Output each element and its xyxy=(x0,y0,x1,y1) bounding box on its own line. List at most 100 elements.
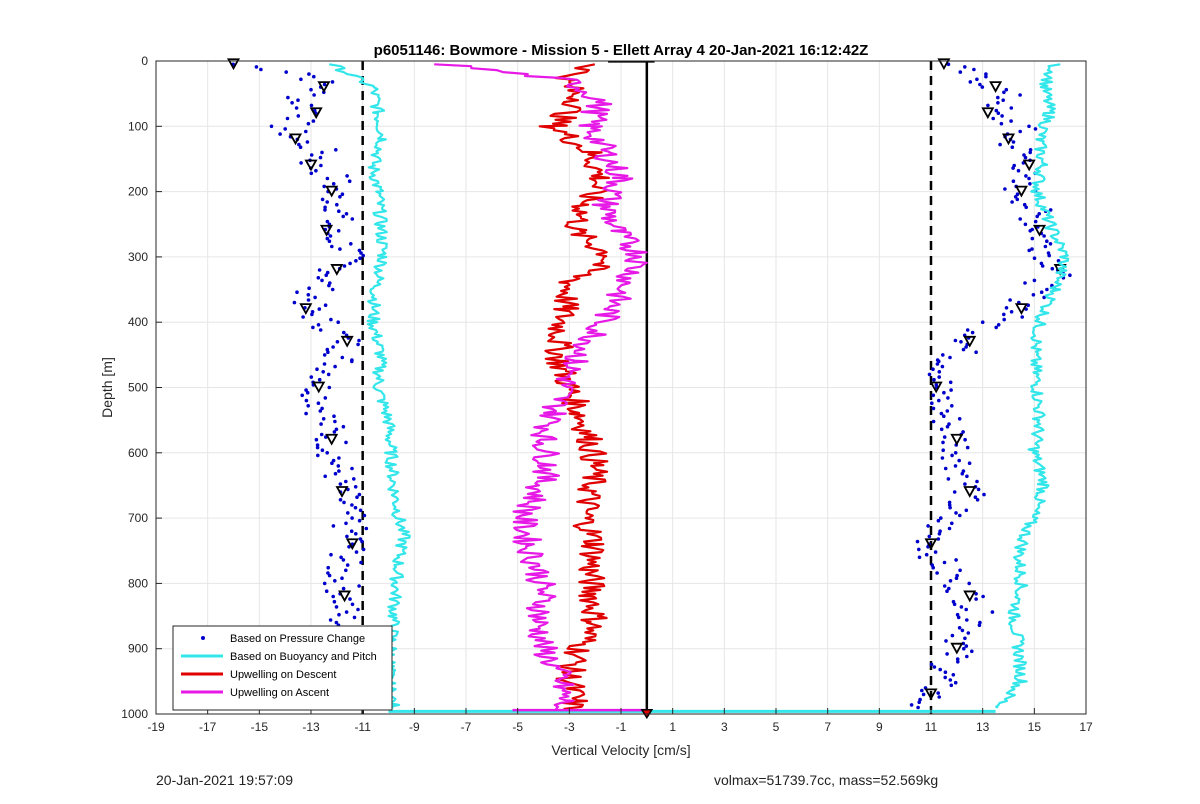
triangle-marker xyxy=(345,538,359,551)
data-point xyxy=(935,362,940,366)
data-point xyxy=(937,398,941,403)
data-point xyxy=(1002,312,1006,317)
data-point xyxy=(1031,293,1036,297)
data-point xyxy=(350,466,354,471)
data-point xyxy=(290,101,294,105)
legend-label: Upwelling on Descent xyxy=(230,669,336,681)
data-point xyxy=(327,239,332,243)
data-point xyxy=(313,295,317,300)
data-point xyxy=(364,526,369,531)
data-point xyxy=(924,552,929,557)
data-point xyxy=(959,340,963,344)
data-point xyxy=(963,482,967,486)
data-point xyxy=(950,404,954,408)
data-point xyxy=(943,670,948,674)
data-point xyxy=(319,422,323,426)
data-point xyxy=(939,411,944,416)
data-point xyxy=(996,101,1000,105)
data-point xyxy=(330,461,334,466)
data-point xyxy=(1023,281,1027,285)
data-point xyxy=(333,364,337,369)
data-point xyxy=(341,558,346,562)
data-point xyxy=(956,660,960,664)
data-point xyxy=(323,208,327,212)
data-point xyxy=(975,498,980,502)
data-point xyxy=(322,353,327,357)
x-tick-label: 17 xyxy=(1079,720,1093,734)
data-point xyxy=(980,320,985,325)
data-point xyxy=(345,563,350,567)
y-tick-label: 300 xyxy=(128,250,148,264)
data-point xyxy=(299,77,303,82)
triangle-marker xyxy=(309,107,323,120)
triangle-marker xyxy=(924,538,938,551)
data-point xyxy=(964,607,968,612)
data-point xyxy=(964,644,969,648)
data-point xyxy=(999,121,1004,126)
data-point xyxy=(332,414,336,419)
data-point xyxy=(316,453,320,458)
data-point xyxy=(972,67,976,72)
data-point xyxy=(970,330,975,335)
x-tick-label: -9 xyxy=(409,720,420,734)
data-point xyxy=(1023,155,1028,160)
data-point xyxy=(362,513,367,518)
data-point xyxy=(340,576,344,580)
data-point xyxy=(942,584,947,588)
series-upwelling-on-ascent xyxy=(434,63,648,712)
data-point xyxy=(965,618,969,622)
data-point xyxy=(338,498,343,502)
data-point xyxy=(321,370,326,374)
data-point xyxy=(301,315,305,319)
data-point xyxy=(323,396,328,400)
data-point xyxy=(945,589,949,593)
data-point xyxy=(937,695,941,699)
data-point xyxy=(994,325,998,330)
data-point xyxy=(322,82,327,87)
x-tick-label: -11 xyxy=(354,720,371,734)
x-tick-label: 1 xyxy=(669,720,676,734)
data-point xyxy=(1004,306,1009,310)
data-point xyxy=(948,678,953,682)
data-point xyxy=(340,355,345,360)
data-point xyxy=(323,474,328,479)
data-point xyxy=(947,500,952,505)
data-point xyxy=(331,345,335,349)
data-point xyxy=(1030,236,1035,241)
series-line xyxy=(995,63,1070,709)
data-point xyxy=(352,477,356,481)
data-point xyxy=(1018,129,1022,134)
data-point xyxy=(1020,315,1024,319)
legend-label: Based on Pressure Change xyxy=(230,633,365,645)
data-point xyxy=(331,524,336,528)
data-point xyxy=(1003,187,1007,191)
triangle-marker xyxy=(937,58,951,71)
data-point xyxy=(1002,90,1006,95)
data-point xyxy=(1045,239,1049,243)
data-point xyxy=(330,80,335,84)
grid xyxy=(155,60,1087,715)
data-point xyxy=(298,145,303,149)
data-point xyxy=(1028,182,1032,186)
data-point xyxy=(342,264,347,268)
triangle-marker xyxy=(950,642,964,655)
data-point xyxy=(337,469,341,473)
data-point xyxy=(1030,247,1034,251)
data-point xyxy=(344,610,349,614)
data-point xyxy=(338,482,343,486)
data-point xyxy=(345,534,349,539)
data-point xyxy=(953,680,958,685)
data-point xyxy=(1027,248,1031,253)
data-point xyxy=(325,200,330,204)
y-tick-label: 500 xyxy=(128,381,148,395)
triangle-marker xyxy=(1014,185,1028,198)
data-point xyxy=(359,560,363,565)
data-point xyxy=(926,524,930,528)
data-point xyxy=(334,148,338,152)
data-point xyxy=(949,388,953,392)
data-point xyxy=(323,205,327,210)
data-point xyxy=(965,654,969,659)
data-point xyxy=(333,471,338,476)
data-point xyxy=(319,163,323,168)
